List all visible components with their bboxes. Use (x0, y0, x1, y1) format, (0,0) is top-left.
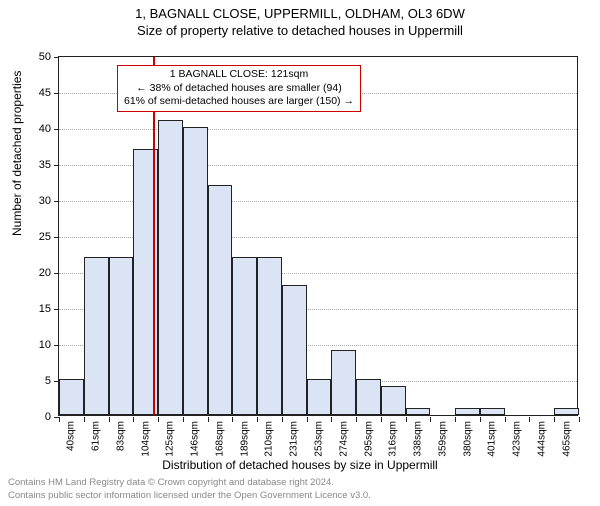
histogram-bar (307, 379, 332, 415)
ytick-label: 5 (21, 375, 51, 387)
histogram-bar (183, 127, 208, 415)
xtick-mark (480, 417, 481, 422)
xtick-mark (307, 417, 308, 422)
xtick-label: 316sqm (388, 421, 399, 457)
xtick-mark (84, 417, 85, 422)
ytick-label: 40 (21, 123, 51, 135)
annotation-line-2: ← 38% of detached houses are smaller (94… (124, 82, 354, 96)
xtick-label: 295sqm (363, 421, 374, 457)
xtick-label: 125sqm (165, 421, 176, 457)
xtick-mark (505, 417, 506, 422)
xtick-label: 423sqm (512, 421, 523, 457)
xtick-label: 61sqm (91, 421, 102, 451)
ytick-mark (54, 309, 59, 310)
ytick-label: 35 (21, 159, 51, 171)
histogram-bar (59, 379, 84, 415)
ytick-label: 15 (21, 303, 51, 315)
ytick-mark (54, 345, 59, 346)
plot-area: 0510152025303540455040sqm61sqm83sqm104sq… (58, 56, 578, 416)
xtick-mark (406, 417, 407, 422)
xtick-label: 210sqm (264, 421, 275, 457)
gridline (59, 129, 577, 130)
xtick-mark (381, 417, 382, 422)
histogram-bar (480, 408, 505, 415)
title-line-1: 1, BAGNALL CLOSE, UPPERMILL, OLDHAM, OL3… (0, 6, 600, 21)
xtick-label: 83sqm (115, 421, 126, 451)
xtick-mark (257, 417, 258, 422)
histogram-bar (406, 408, 431, 415)
xtick-label: 189sqm (239, 421, 250, 457)
ytick-mark (54, 57, 59, 58)
xtick-label: 465sqm (561, 421, 572, 457)
xtick-label: 444sqm (536, 421, 547, 457)
xtick-label: 401sqm (487, 421, 498, 457)
xtick-label: 231sqm (289, 421, 300, 457)
xtick-label: 274sqm (338, 421, 349, 457)
ytick-label: 50 (21, 51, 51, 63)
footer-line-1: Contains HM Land Registry data © Crown c… (8, 477, 371, 489)
annotation-box: 1 BAGNALL CLOSE: 121sqm← 38% of detached… (117, 65, 361, 112)
ytick-mark (54, 165, 59, 166)
histogram-bar (232, 257, 257, 415)
ytick-mark (54, 237, 59, 238)
ytick-label: 20 (21, 267, 51, 279)
xtick-label: 359sqm (437, 421, 448, 457)
xtick-label: 146sqm (190, 421, 201, 457)
ytick-mark (54, 201, 59, 202)
xtick-label: 104sqm (140, 421, 151, 457)
footer-line-2: Contains public sector information licen… (8, 490, 371, 502)
xtick-mark (133, 417, 134, 422)
ytick-mark (54, 93, 59, 94)
xtick-label: 338sqm (413, 421, 424, 457)
xtick-mark (554, 417, 555, 422)
histogram-bar (84, 257, 109, 415)
histogram-bar (356, 379, 381, 415)
histogram-bar (257, 257, 282, 415)
xtick-mark (208, 417, 209, 422)
xtick-mark (331, 417, 332, 422)
title-line-2: Size of property relative to detached ho… (0, 23, 600, 38)
ytick-mark (54, 273, 59, 274)
xtick-mark (430, 417, 431, 422)
ytick-label: 0 (21, 411, 51, 423)
xtick-mark (529, 417, 530, 422)
ytick-label: 30 (21, 195, 51, 207)
chart-container: 0510152025303540455040sqm61sqm83sqm104sq… (58, 56, 578, 416)
annotation-line-3: 61% of semi-detached houses are larger (… (124, 95, 354, 109)
xtick-mark (183, 417, 184, 422)
xtick-label: 168sqm (214, 421, 225, 457)
ytick-label: 45 (21, 87, 51, 99)
xtick-label: 380sqm (462, 421, 473, 457)
histogram-bar (554, 408, 579, 415)
xtick-mark (579, 417, 580, 422)
x-axis-label: Distribution of detached houses by size … (0, 458, 600, 472)
footer-attribution: Contains HM Land Registry data © Crown c… (8, 477, 371, 502)
histogram-bar (208, 185, 233, 415)
ytick-label: 25 (21, 231, 51, 243)
xtick-mark (455, 417, 456, 422)
xtick-mark (356, 417, 357, 422)
xtick-label: 40sqm (66, 421, 77, 451)
xtick-mark (158, 417, 159, 422)
histogram-bar (331, 350, 356, 415)
xtick-mark (59, 417, 60, 422)
xtick-mark (232, 417, 233, 422)
ytick-label: 10 (21, 339, 51, 351)
histogram-bar (381, 386, 406, 415)
xtick-label: 253sqm (314, 421, 325, 457)
histogram-bar (158, 120, 183, 415)
xtick-mark (109, 417, 110, 422)
ytick-mark (54, 129, 59, 130)
histogram-bar (109, 257, 134, 415)
xtick-mark (282, 417, 283, 422)
histogram-bar (455, 408, 480, 415)
annotation-line-1: 1 BAGNALL CLOSE: 121sqm (124, 68, 354, 82)
histogram-bar (282, 285, 307, 415)
